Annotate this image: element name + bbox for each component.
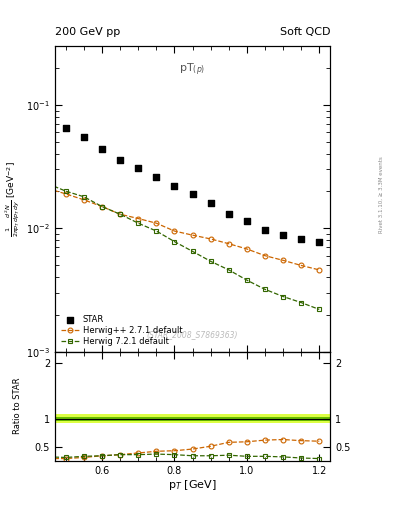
Y-axis label: Ratio to STAR: Ratio to STAR [13, 378, 22, 435]
Herwig++ 2.7.1 default [46, 185, 50, 191]
STAR [117, 156, 123, 164]
STAR [153, 173, 160, 181]
STAR [244, 217, 250, 225]
Herwig++ 2.7.1 default [208, 236, 213, 242]
Herwig++ 2.7.1 default [136, 216, 141, 222]
X-axis label: p$_T$ [GeV]: p$_T$ [GeV] [168, 478, 217, 493]
Herwig++ 2.7.1 default [82, 197, 86, 203]
Herwig++ 2.7.1 default [244, 246, 249, 252]
Herwig++ 2.7.1 default [172, 228, 177, 234]
Herwig++ 2.7.1 default [64, 191, 68, 197]
Herwig 7.2.1 default [136, 220, 141, 226]
Line: Herwig++ 2.7.1 default: Herwig++ 2.7.1 default [45, 186, 322, 272]
STAR [189, 190, 196, 198]
STAR [208, 199, 214, 207]
Y-axis label: $\frac{1}{2\pi p_T}\frac{d^2N}{dp_T\,dy}$ [GeV$^{-2}$]: $\frac{1}{2\pi p_T}\frac{d^2N}{dp_T\,dy}… [4, 161, 22, 237]
Herwig 7.2.1 default [263, 286, 267, 292]
Text: Rivet 3.1.10, ≥ 3.3M events: Rivet 3.1.10, ≥ 3.3M events [379, 156, 384, 233]
STAR [316, 238, 322, 246]
Herwig 7.2.1 default [172, 239, 177, 245]
Herwig++ 2.7.1 default [299, 262, 303, 268]
STAR [298, 235, 304, 243]
Herwig 7.2.1 default [46, 181, 50, 187]
Herwig++ 2.7.1 default [190, 232, 195, 238]
Legend: STAR, Herwig++ 2.7.1 default, Herwig 7.2.1 default: STAR, Herwig++ 2.7.1 default, Herwig 7.2… [59, 314, 184, 348]
Line: Herwig 7.2.1 default: Herwig 7.2.1 default [45, 181, 322, 312]
Herwig 7.2.1 default [190, 248, 195, 254]
Text: Soft QCD: Soft QCD [280, 27, 330, 37]
STAR [81, 133, 87, 141]
Herwig 7.2.1 default [118, 211, 123, 217]
Text: (STAR_2008_S7869363): (STAR_2008_S7869363) [147, 330, 238, 339]
Herwig 7.2.1 default [299, 300, 303, 306]
STAR [99, 145, 105, 153]
Text: pT$_{(p)}$: pT$_{(p)}$ [180, 61, 206, 78]
STAR [45, 118, 51, 126]
Herwig 7.2.1 default [226, 267, 231, 273]
Herwig 7.2.1 default [64, 188, 68, 194]
Herwig 7.2.1 default [100, 203, 105, 209]
STAR [226, 210, 232, 218]
Text: 200 GeV pp: 200 GeV pp [55, 27, 120, 37]
STAR [171, 182, 178, 190]
STAR [63, 124, 69, 132]
Herwig++ 2.7.1 default [263, 252, 267, 259]
Herwig 7.2.1 default [154, 228, 159, 234]
Herwig++ 2.7.1 default [154, 220, 159, 226]
Herwig 7.2.1 default [82, 194, 86, 200]
STAR [262, 226, 268, 234]
STAR [280, 231, 286, 239]
Herwig++ 2.7.1 default [118, 211, 123, 217]
STAR [135, 164, 141, 172]
Herwig++ 2.7.1 default [100, 203, 105, 209]
Herwig 7.2.1 default [208, 258, 213, 264]
Herwig++ 2.7.1 default [281, 257, 285, 263]
Herwig++ 2.7.1 default [226, 241, 231, 247]
Herwig 7.2.1 default [317, 306, 321, 312]
Herwig 7.2.1 default [244, 277, 249, 283]
Herwig++ 2.7.1 default [317, 267, 321, 273]
Herwig 7.2.1 default [281, 293, 285, 300]
